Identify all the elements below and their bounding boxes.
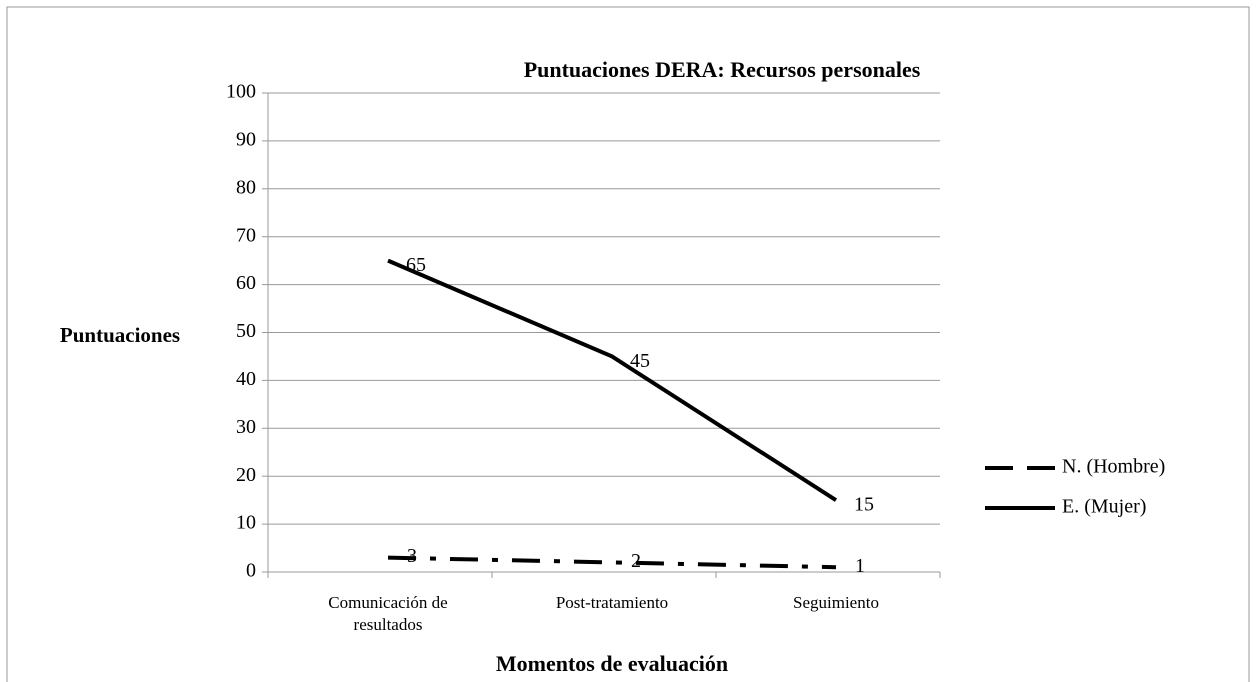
data-label: 3 [407,545,417,567]
y-tick-label: 10 [236,512,256,534]
y-tick-label: 90 [236,128,256,150]
y-tick-label: 60 [236,272,256,294]
data-label: 1 [855,555,865,577]
x-axis-title: Momentos de evaluación [496,651,728,676]
legend-label: E. (Mujer) [1062,496,1146,518]
y-tick-label: 100 [226,81,256,103]
y-tick-label: 0 [246,560,256,582]
y-tick-label: 70 [236,224,256,246]
x-tick-label: Comunicación de resultados [328,593,448,634]
series-line [387,258,838,502]
y-tick-label: 20 [236,464,256,486]
y-tick-label: 80 [236,176,256,198]
y-axis-title: Puntuaciones [60,323,180,347]
data-label: 65 [406,254,426,276]
x-tick-label: Post-tratamiento [555,593,669,612]
y-tick-label: 30 [236,416,256,438]
data-label: 45 [630,350,650,372]
y-tick-label: 40 [236,368,256,390]
y-tick-label: 50 [236,320,256,342]
data-label: 15 [854,494,874,516]
data-label: 2 [631,550,641,572]
legend-label: N. (Hombre) [1062,456,1165,478]
series-line [387,555,837,570]
frame [6,6,1250,682]
chart-title: Puntuaciones DERA: Recursos personales [524,57,921,82]
x-tick-label: Seguimiento [793,593,879,612]
